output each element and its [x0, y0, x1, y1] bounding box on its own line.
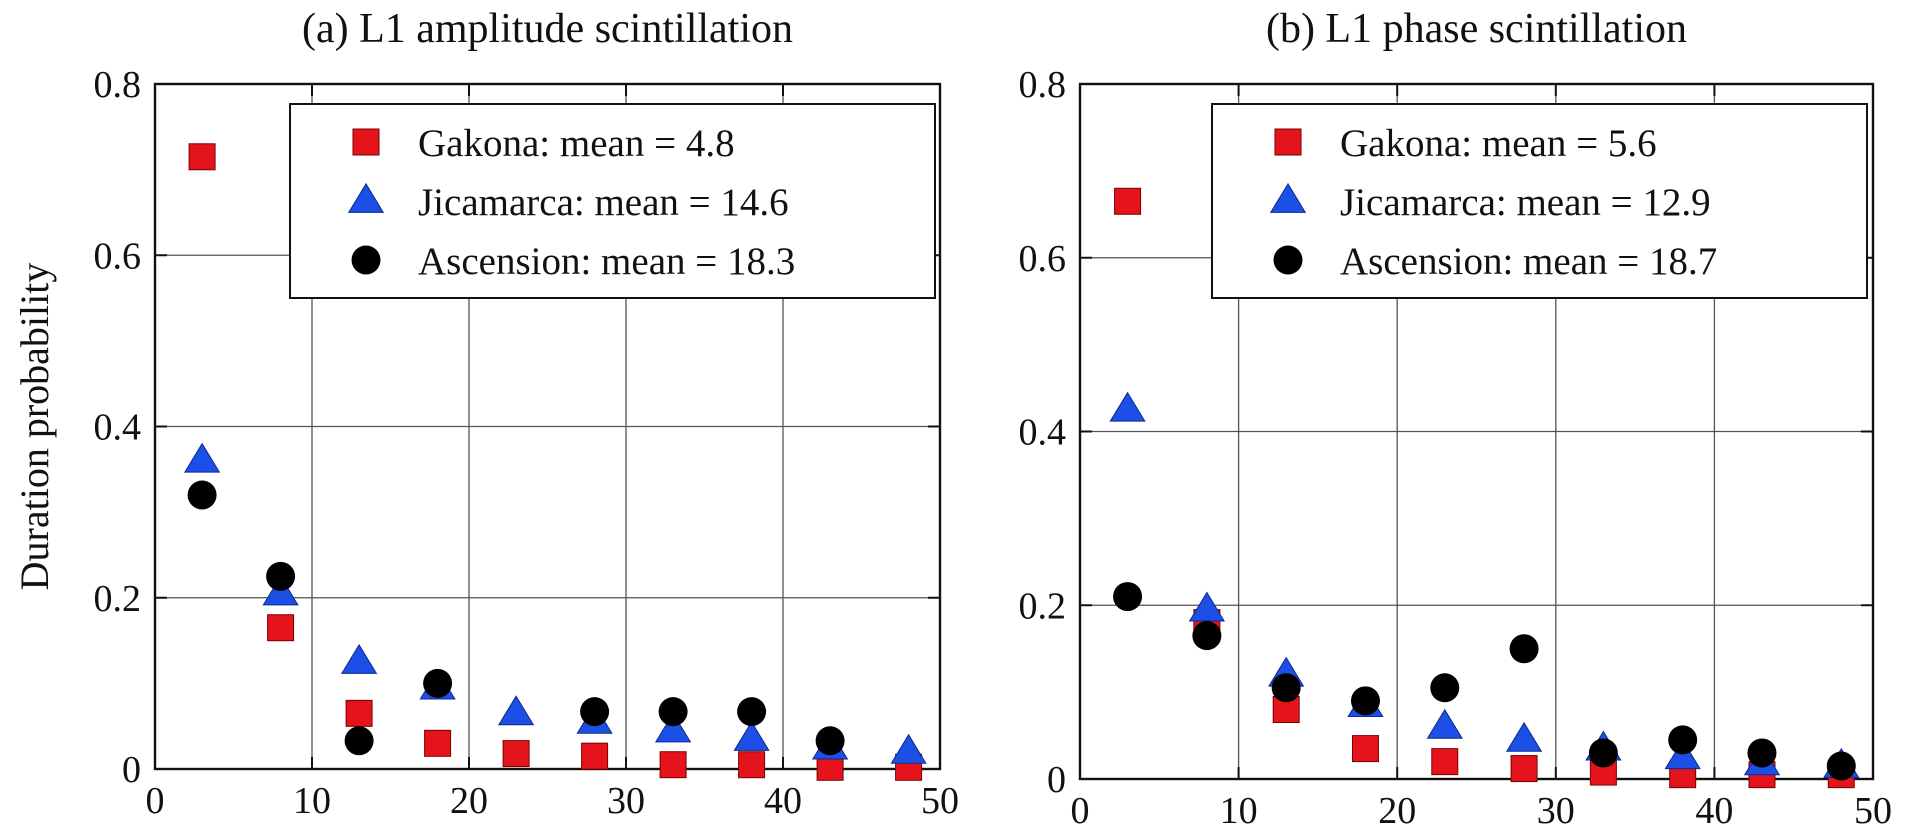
legend: Gakona: mean = 4.8 Jicamarca: mean = 14.6… — [289, 103, 936, 299]
y-tick-label: 0 — [122, 749, 141, 791]
series-triangle — [183, 442, 927, 764]
legend-marker-square — [352, 128, 380, 156]
legend-entry: Gakona: mean = 5.6 — [1340, 122, 1657, 165]
data-point — [1113, 582, 1143, 612]
data-point — [1668, 725, 1698, 755]
data-point — [1188, 591, 1226, 622]
chart-title: (a) L1 amplitude scintillation — [302, 6, 793, 52]
y-tick-label: 0.6 — [1019, 238, 1067, 280]
data-point — [340, 643, 378, 674]
data-point — [1426, 708, 1463, 739]
data-point — [188, 143, 216, 171]
x-tick-label: 10 — [293, 780, 331, 822]
data-point — [659, 751, 687, 779]
x-tick-label: 0 — [146, 780, 165, 822]
x-tick-label: 30 — [607, 780, 645, 822]
data-point — [1192, 621, 1222, 651]
data-point — [497, 695, 535, 726]
data-point — [267, 614, 295, 642]
data-point — [1351, 735, 1379, 763]
chart-panel-a: 0 10 20 30 40 50 0 0.2 0.4 0.6 0.8 (a) L1 amplitude… — [12, 6, 959, 822]
data-point — [1114, 187, 1142, 215]
data-point — [581, 742, 609, 770]
y-tick-label: 0.8 — [1019, 64, 1067, 106]
series-triangle — [1109, 391, 1860, 778]
legend-box — [289, 103, 936, 299]
x-tick-label: 10 — [1220, 790, 1258, 825]
data-point — [815, 726, 845, 756]
legend-entry: Ascension: mean = 18.7 — [1340, 240, 1717, 283]
data-point — [1510, 755, 1538, 783]
series-circle — [1113, 582, 1856, 781]
legend-marker-circle — [351, 245, 381, 275]
legend-entry: Gakona: mean = 4.8 — [418, 122, 735, 165]
y-tick-label: 0.6 — [94, 235, 142, 277]
data-point — [1747, 738, 1777, 768]
x-tick-label: 50 — [1854, 790, 1892, 825]
x-tick-label: 20 — [1378, 790, 1416, 825]
data-point — [580, 697, 610, 727]
data-point — [344, 726, 374, 756]
y-tick-label: 0.4 — [94, 407, 142, 449]
x-tick-label: 40 — [1695, 790, 1733, 825]
y-axis-label: Duration probability — [12, 263, 57, 591]
data-point — [1509, 634, 1539, 664]
data-point — [1826, 751, 1856, 781]
y-tick-label: 0.4 — [1019, 412, 1067, 454]
data-point — [1664, 739, 1701, 770]
legend-entry: Ascension: mean = 18.3 — [418, 240, 795, 283]
data-point — [187, 480, 217, 510]
y-tick-label: 0.2 — [1019, 585, 1067, 627]
data-point — [1109, 391, 1146, 422]
data-point — [738, 751, 766, 779]
x-tick-label: 20 — [450, 780, 488, 822]
legend-marker-square — [1274, 128, 1302, 156]
chart-panel-b: 0 10 20 30 40 50 0 0.2 0.4 0.6 0.8 (b) L1 phase sci… — [1019, 6, 1893, 825]
x-tick-label: 0 — [1071, 790, 1090, 825]
legend: Gakona: mean = 5.6 Jicamarca: mean = 12.9… — [1211, 103, 1868, 299]
legend-entry: Jicamarca: mean = 12.9 — [1340, 181, 1711, 224]
legend-entry: Jicamarca: mean = 14.6 — [418, 181, 789, 224]
x-tick-label: 30 — [1537, 790, 1575, 825]
data-point — [423, 668, 453, 698]
series-square — [188, 143, 923, 781]
x-tick-label: 40 — [764, 780, 802, 822]
data-point — [345, 699, 373, 727]
data-point — [737, 697, 767, 727]
data-point — [1431, 748, 1459, 776]
legend-box — [1211, 103, 1868, 299]
data-point — [890, 733, 927, 764]
y-tick-label: 0 — [1047, 759, 1066, 801]
data-point — [654, 712, 692, 743]
data-point — [424, 729, 452, 757]
series-circle — [187, 480, 845, 756]
legend-marker-circle — [1273, 245, 1303, 275]
y-tick-label: 0.8 — [94, 64, 142, 106]
data-point — [1588, 738, 1618, 768]
data-point — [1430, 673, 1460, 703]
data-point — [1350, 686, 1380, 716]
data-point — [733, 720, 770, 751]
y-tick-label: 0.2 — [94, 578, 142, 620]
legend-marker-triangle — [347, 182, 385, 213]
data-point — [658, 697, 688, 727]
data-point — [266, 561, 296, 591]
data-point — [183, 442, 221, 473]
x-tick-label: 50 — [921, 780, 959, 822]
data-point — [1271, 673, 1301, 703]
data-point — [1505, 721, 1543, 752]
data-point — [502, 740, 530, 768]
legend-marker-triangle — [1269, 182, 1307, 213]
chart-title: (b) L1 phase scintillation — [1266, 6, 1687, 52]
